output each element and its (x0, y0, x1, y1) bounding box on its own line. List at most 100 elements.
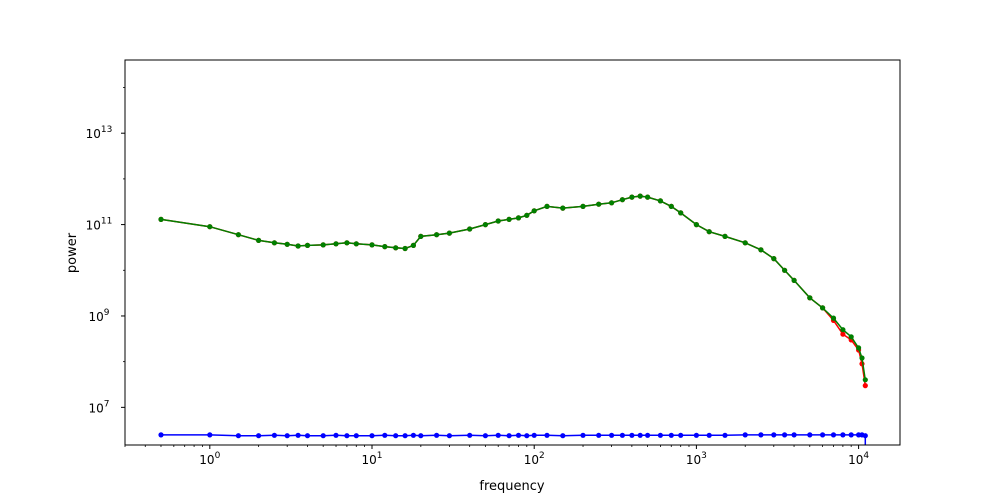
series-2-point (524, 433, 530, 439)
series-0-point (862, 383, 868, 389)
series-1-point (742, 240, 748, 246)
series-2-point (609, 432, 615, 438)
series-1-point (848, 334, 854, 340)
series-1-point (560, 205, 566, 211)
series-2-point (418, 433, 424, 439)
series-2-point (271, 432, 277, 438)
y-axis-label: power (65, 232, 80, 273)
series-2-point (531, 432, 537, 438)
series-2-point (482, 433, 488, 439)
series-2-point (515, 432, 522, 438)
series-1-point (609, 200, 615, 206)
series-1-point (235, 232, 241, 238)
series-2-point (791, 432, 797, 438)
series-1-point (482, 222, 488, 228)
series-1-point (856, 345, 862, 351)
series-1-point (820, 305, 826, 311)
series-2-point (782, 432, 788, 438)
series-2-point (830, 432, 837, 438)
y-axis-ticks: 107 109 1011 1013 (86, 87, 125, 415)
x-axis-ticks: 100 101 102 103 104 (124, 445, 869, 467)
series-1-point (353, 241, 359, 247)
series-2-point (580, 432, 586, 438)
series-2-point (304, 433, 311, 439)
series-2-point (402, 433, 408, 439)
series-2-point (369, 433, 375, 439)
series-2-point (619, 432, 626, 438)
series-2-point (467, 432, 473, 438)
series-1-point (830, 315, 837, 321)
series-1-point (418, 233, 424, 239)
series-2-point (629, 432, 635, 438)
x-tick-label: 103 (686, 451, 707, 467)
series-1-point (859, 355, 865, 361)
y-tick-label: 1013 (86, 125, 113, 141)
series-1-point (495, 218, 501, 224)
series-2-point (848, 432, 854, 438)
series-1-point (629, 194, 635, 200)
y-tick-label: 109 (88, 308, 109, 324)
series-2-point (771, 432, 777, 438)
series-2-point (333, 432, 339, 438)
x-axis-label: frequency (479, 479, 545, 494)
series-1-point (722, 233, 728, 239)
series-1-point (333, 241, 339, 247)
series-1-point (619, 197, 626, 203)
series-2-point (820, 432, 826, 438)
series-2-point (706, 432, 712, 438)
series-2-point (742, 432, 748, 438)
x-tick-label: 102 (524, 451, 545, 467)
series-1-point (544, 203, 550, 209)
series-2-point (758, 432, 764, 438)
series-1-point (467, 226, 473, 232)
series-2-point (637, 432, 643, 438)
series-2-point (434, 432, 440, 438)
series-1-point (344, 240, 350, 246)
series-1-point (531, 208, 537, 214)
series-1-point (524, 212, 530, 218)
series-2-point (256, 433, 262, 439)
series-1-point (393, 245, 399, 251)
series-1-point (791, 277, 797, 283)
series-1 (158, 193, 868, 383)
plot-area (125, 60, 900, 445)
series-1-point (284, 241, 290, 247)
series-1-point (596, 201, 602, 207)
series-2-point (382, 432, 388, 438)
series-2-point (544, 432, 550, 438)
series-2-point (353, 433, 359, 439)
series-1-point (678, 210, 684, 216)
x-tick-label: 100 (199, 451, 220, 467)
series-1-point (304, 242, 311, 248)
series-1-point (369, 242, 375, 248)
series-layer (158, 193, 868, 445)
series-2-point (235, 433, 241, 439)
series-2-point (207, 432, 213, 438)
series-2-point (446, 433, 452, 439)
series-2-point (840, 432, 846, 438)
series-1-point (446, 230, 452, 236)
series-1-point (580, 203, 586, 209)
series-2-point (668, 432, 674, 438)
series-1-point (693, 222, 700, 228)
series-1-point (207, 224, 213, 230)
series-2-point (344, 433, 350, 439)
series-1-point (668, 203, 674, 209)
series-2-point (320, 433, 326, 439)
series-1-point (382, 244, 388, 250)
series-1-point (706, 229, 712, 235)
series-1-point (645, 194, 651, 200)
series-1-point (771, 256, 777, 262)
series-2-point (862, 433, 868, 439)
series-2-point (410, 432, 416, 438)
series-1-point (637, 193, 643, 199)
x-tick-label: 101 (361, 451, 382, 467)
series-2-point (393, 433, 399, 439)
series-2-point (295, 432, 301, 438)
series-0-point (840, 331, 846, 337)
series-1-point (657, 198, 664, 204)
x-tick-label: 104 (848, 451, 869, 467)
series-1-point (840, 327, 846, 333)
plot-frame (124, 59, 901, 446)
series-1-point (515, 215, 522, 221)
